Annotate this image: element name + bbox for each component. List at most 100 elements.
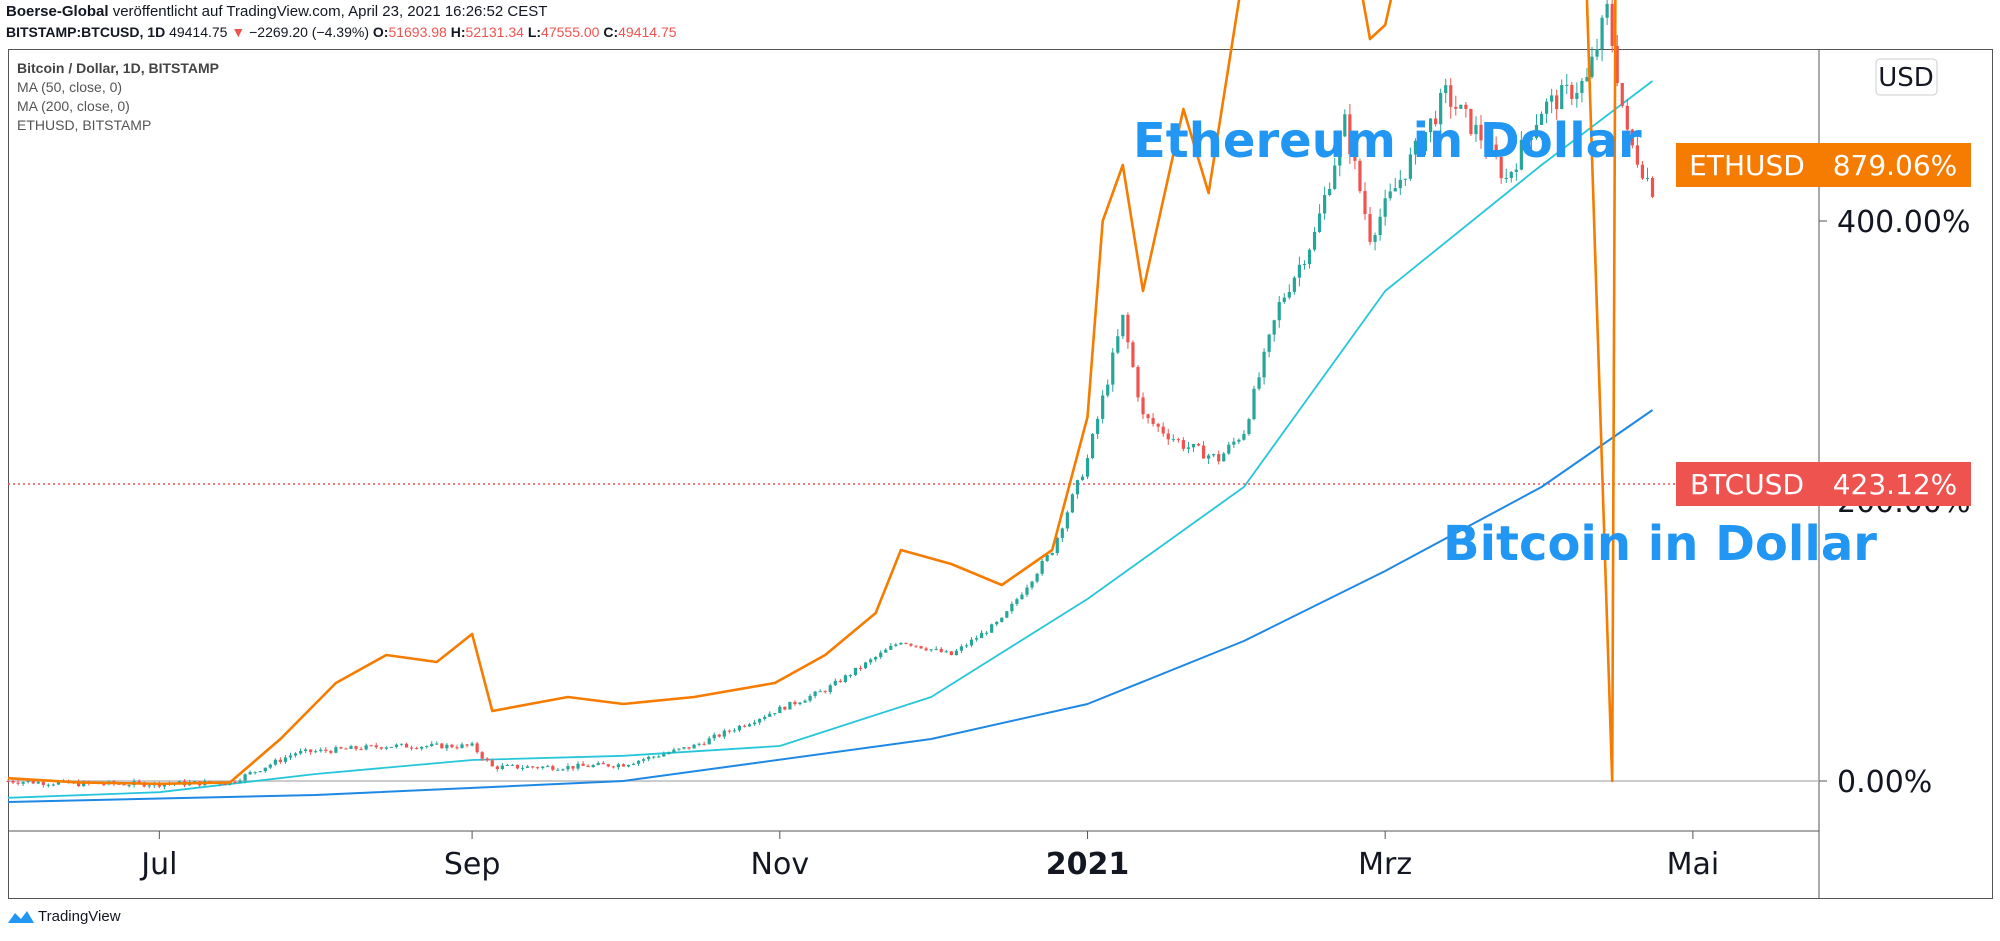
btc-candle (1499, 156, 1503, 179)
currency-button[interactable] (1875, 58, 1938, 96)
btc-candle (1449, 85, 1453, 107)
btc-candle (808, 695, 812, 701)
btc-candle (1418, 140, 1423, 152)
btc-candle (1338, 136, 1342, 166)
btc-candle (233, 781, 237, 783)
btc-candle (41, 781, 45, 785)
btc-candle (803, 700, 807, 703)
legend-ma50: MA (50, close, 0) (17, 79, 123, 95)
btc-candle (1232, 441, 1236, 445)
btc-candle (147, 785, 151, 787)
btc-candle (339, 747, 343, 749)
btc-candle (1055, 537, 1059, 554)
btc-candle (470, 743, 474, 746)
btc-candle (702, 743, 706, 745)
btc-candle (909, 643, 913, 646)
btc-candle (904, 642, 908, 644)
btc-candle (1368, 214, 1372, 242)
btc-candle (606, 764, 610, 767)
down-arrow-icon: ▼ (231, 24, 246, 40)
currency-button-label[interactable]: USD (1878, 63, 1934, 93)
btc-candle (1080, 476, 1085, 481)
btc-candle (843, 675, 847, 683)
btc-candle (1146, 414, 1150, 419)
btc-candle (1650, 177, 1655, 197)
btc-candle (1237, 439, 1241, 442)
btc-candle (894, 644, 898, 646)
btc-candle (273, 759, 277, 765)
symbol-label: BITSTAMP:BTCUSD, 1D (6, 24, 166, 40)
btc-candle (1040, 560, 1044, 574)
btc-candle (364, 745, 368, 750)
btc-candle (531, 766, 535, 768)
btc-candle (1529, 138, 1534, 140)
low-label: L: (527, 24, 542, 40)
btc-candle (344, 748, 348, 750)
btc-candle (1469, 108, 1473, 135)
btc-candle (293, 753, 298, 756)
x-tick-label: 2021 (1046, 847, 1130, 882)
btc-candle (889, 645, 893, 650)
btc-candle (1333, 165, 1337, 189)
btc-candle (445, 744, 449, 749)
btc-candle (1595, 49, 1599, 57)
btc-candle (929, 649, 933, 651)
btc-candle (869, 659, 873, 663)
btc-candle (460, 744, 464, 748)
btc-candle (1312, 232, 1317, 250)
btc-candle (1005, 611, 1009, 618)
ma200-group (7, 409, 1654, 803)
btc-candle (1207, 455, 1211, 459)
btc-candle (596, 762, 600, 765)
btc-candle (1459, 104, 1463, 109)
eth-name-label-bg (1676, 143, 1819, 187)
btc-candle (1136, 366, 1140, 398)
btc-candle (1348, 114, 1352, 155)
btc-candle (1121, 314, 1125, 337)
btc-candle (1015, 599, 1019, 604)
btc-candle (1000, 617, 1004, 622)
btc-candle (626, 764, 631, 767)
btc-candle (455, 747, 459, 749)
btc-candle (11, 781, 15, 783)
btc-candle (707, 738, 711, 745)
btc-candle (879, 652, 883, 657)
btc-value-label: 423.12% (1833, 468, 1958, 501)
btc-candle (475, 743, 479, 753)
footer-brand[interactable]: TradingView (8, 908, 121, 925)
btc-candle (263, 767, 267, 772)
x-tick-label: Mrz (1358, 847, 1412, 882)
btc-candle (712, 734, 716, 739)
last-price: 49414.75 (169, 24, 228, 40)
btc-candle (243, 774, 247, 781)
btc-candle (1287, 291, 1291, 298)
btc-candle (1358, 160, 1362, 192)
btc-candle (354, 746, 358, 749)
btc-candle (1106, 384, 1110, 396)
btc-candle (747, 724, 752, 727)
btc-candle (435, 743, 439, 745)
btc-candle (1222, 453, 1226, 462)
btc-candle (319, 749, 323, 752)
eth-name-label: ETHUSD (1689, 149, 1805, 182)
btc-candle (1580, 80, 1584, 93)
btc-candle (1423, 132, 1428, 152)
btc-candle (1605, 3, 1609, 18)
btc-candle (26, 780, 30, 783)
btc-candle (490, 760, 494, 767)
btc-candle (1620, 83, 1624, 106)
btc-candle (959, 646, 964, 651)
btc-candle (394, 744, 399, 747)
btc-candle (576, 763, 580, 769)
btc-candle (1590, 56, 1594, 78)
chart-legend: Bitcoin / Dollar, 1D, BITSTAMP MA (50, c… (17, 59, 219, 135)
ma200-line (7, 409, 1654, 803)
btc-candle (863, 662, 868, 669)
btc-candle (611, 766, 615, 768)
btc-candle (919, 646, 923, 649)
btc-candle (369, 745, 373, 747)
btc-candle (1191, 443, 1196, 448)
btc-candle (536, 767, 540, 769)
btc-candle (309, 749, 313, 753)
